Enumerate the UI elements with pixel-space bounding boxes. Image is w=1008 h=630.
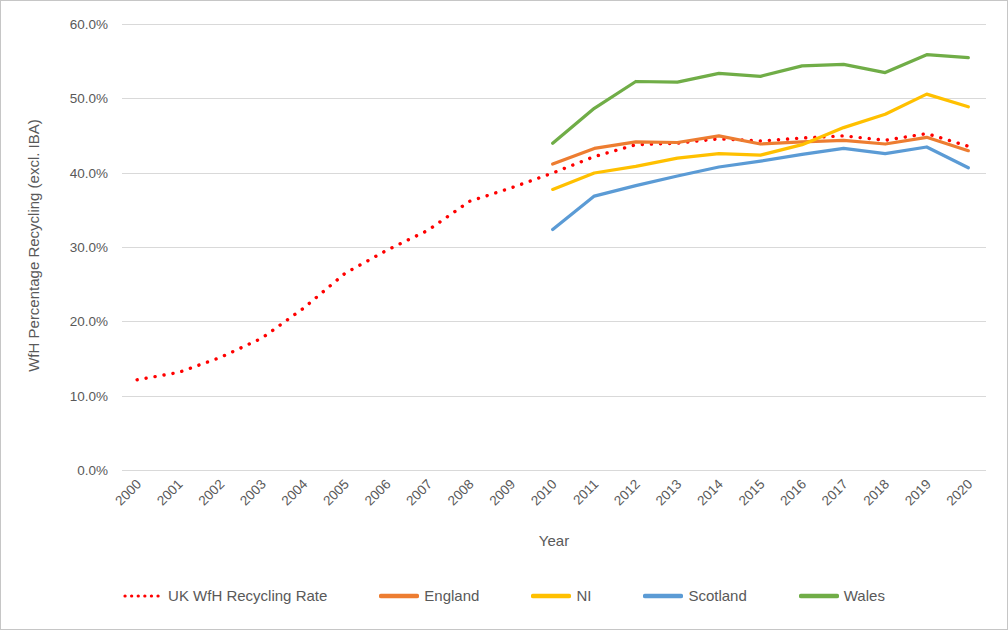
x-tick-label-2002: 2002 (195, 477, 227, 509)
x-tick-label-2010: 2010 (528, 477, 560, 509)
legend-item-england[interactable]: England (379, 587, 479, 604)
x-tick-label-2017: 2017 (819, 477, 851, 509)
y-tick-label-10: 10.0% (70, 389, 108, 404)
legend-item-wales[interactable]: Wales (799, 587, 885, 604)
x-tick-label-2016: 2016 (777, 477, 809, 509)
x-tick-label-2007: 2007 (403, 477, 435, 509)
x-tick-label-2012: 2012 (611, 477, 643, 509)
y-tick-label-60: 60.0% (70, 17, 108, 32)
y-tick-label-20: 20.0% (70, 314, 108, 329)
legend-swatch-ni (531, 592, 571, 600)
x-tick-label-2009: 2009 (486, 477, 518, 509)
x-tick-label-2004: 2004 (279, 476, 311, 508)
x-tick-label-2020: 2020 (944, 477, 976, 509)
x-tick-label-2003: 2003 (237, 477, 269, 509)
legend-swatch-wales (799, 592, 839, 600)
x-tick-label-2011: 2011 (570, 477, 601, 508)
x-tick-label-2008: 2008 (445, 477, 477, 509)
y-tick-label-40: 40.0% (70, 166, 108, 181)
y-tick-label-0: 0.0% (77, 463, 108, 478)
x-tick-label-2018: 2018 (860, 477, 892, 509)
y-axis-title: WfH Percentage Recycling (excl. IBA) (25, 26, 42, 466)
x-axis-title: Year (354, 532, 754, 549)
y-tick-label-50: 50.0% (70, 91, 108, 106)
series-line-scotland (553, 147, 969, 230)
x-tick-label-2015: 2015 (736, 477, 768, 509)
y-tick-label-30: 30.0% (70, 240, 108, 255)
legend-label-england: England (424, 587, 479, 604)
x-tick-label-2019: 2019 (902, 477, 934, 509)
legend-swatch-uk-wfh-recycling-rate (123, 592, 163, 600)
legend-swatch-scotland (643, 592, 683, 600)
legend-label-uk-wfh-recycling-rate: UK WfH Recycling Rate (168, 587, 327, 604)
series-line-uk-wfh-recycling-rate (137, 134, 968, 380)
chart-legend: UK WfH Recycling Rate England NI Scotland Wa… (1, 587, 1007, 604)
legend-item-uk-wfh-recycling-rate[interactable]: UK WfH Recycling Rate (123, 587, 327, 604)
legend-item-scotland[interactable]: Scotland (643, 587, 746, 604)
legend-item-ni[interactable]: NI (531, 587, 591, 604)
legend-label-wales: Wales (844, 587, 885, 604)
legend-label-ni: NI (576, 587, 591, 604)
x-tick-label-2000: 2000 (112, 477, 144, 509)
x-tick-label-2013: 2013 (653, 477, 685, 509)
recycling-line-chart: 0.0% 10.0% 20.0% 30.0% 40.0% 50.0% 60.0% 2000 20… (0, 0, 1008, 630)
x-tick-label-2014: 2014 (694, 476, 726, 508)
legend-swatch-england (379, 592, 419, 600)
legend-label-scotland: Scotland (688, 587, 746, 604)
x-tick-label-2001: 2001 (154, 477, 186, 509)
x-tick-label-2005: 2005 (320, 477, 352, 509)
x-tick-label-2006: 2006 (362, 477, 394, 509)
